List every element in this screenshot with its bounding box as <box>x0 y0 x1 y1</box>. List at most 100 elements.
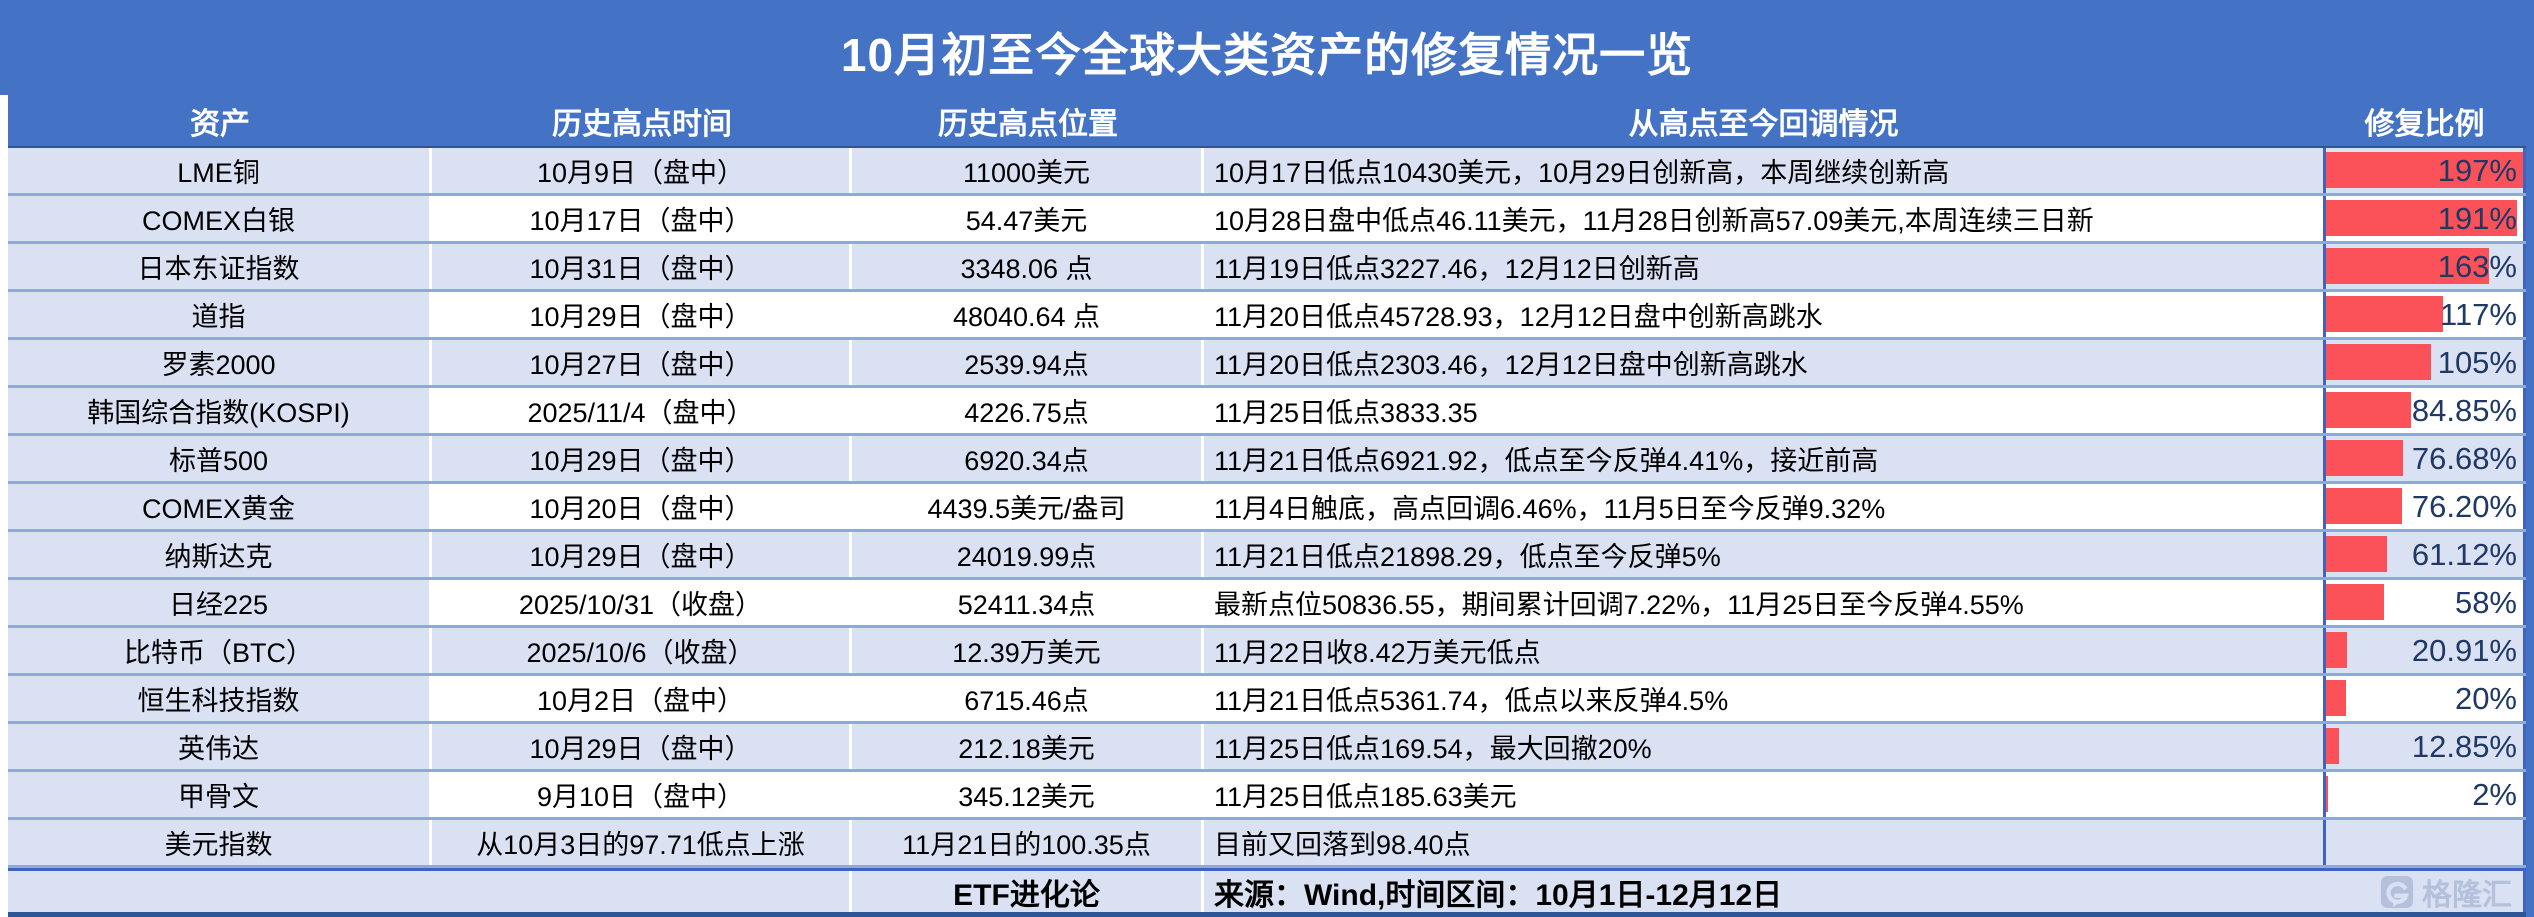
recovery-value: 61.12% <box>2411 536 2517 572</box>
asset-cell: 美元指数 <box>8 820 432 865</box>
table-row: 标普500 10月29日（盘中） 6920.34点 11月21日低点6921.9… <box>8 436 2526 484</box>
recovery-bar <box>2326 488 2403 524</box>
asset-cell: LME铜 <box>8 148 432 193</box>
bottom-border-strip <box>8 912 2526 917</box>
table-row: 甲骨文 9月10日（盘中） 345.12美元 11月25日低点185.63美元 … <box>8 772 2526 820</box>
asset-cell: 纳斯达克 <box>8 532 432 577</box>
asset-cell: 恒生科技指数 <box>8 676 432 721</box>
table-row: 罗素2000 10月27日（盘中） 2539.94点 11月20日低点2303.… <box>8 340 2526 388</box>
recovery-bar <box>2326 680 2346 716</box>
recovery-bar <box>2326 632 2347 668</box>
recovery-cell: 105% <box>2323 340 2526 385</box>
drawdown-cell: 11月25日低点3833.35 <box>1214 398 1478 428</box>
table-row: 英伟达 10月29日（盘中） 212.18美元 11月25日低点169.54，最… <box>8 724 2526 772</box>
peak-level-cell: 52411.34点 <box>852 580 1204 625</box>
peak-time-cell: 10月2日（盘中） <box>432 676 852 721</box>
asset-cell: COMEX黄金 <box>8 484 432 529</box>
peak-level-cell: 212.18美元 <box>852 724 1204 769</box>
peak-time-cell: 从10月3日的97.71低点上涨 <box>432 820 852 865</box>
recovery-value: 76.68% <box>2411 440 2517 476</box>
column-header-peak-time: 历史高点时间 <box>552 107 732 141</box>
gelonghui-logo-icon <box>2380 875 2414 908</box>
recovery-bar <box>2326 152 2523 188</box>
peak-time-cell: 10月20日（盘中） <box>432 484 852 529</box>
recovery-bar <box>2326 392 2411 428</box>
peak-level-cell: 11月21日的100.35点 <box>852 820 1204 865</box>
watermark-text: 格隆汇 <box>2422 878 2512 912</box>
page-title: 10月初至今全球大类资产的修复情况一览 <box>840 28 1694 81</box>
peak-level-cell: 345.12美元 <box>852 772 1204 817</box>
source-text: 来源：Wind,时间区间：10月1日-12月12日 <box>1214 878 1783 912</box>
recovery-cell: 117% <box>2323 292 2526 337</box>
table-row: 比特币（BTC） 2025/10/6（收盘） 12.39万美元 11月22日收8… <box>8 628 2526 676</box>
drawdown-cell: 11月22日收8.42万美元低点 <box>1204 628 2323 673</box>
drawdown-cell: 11月4日触底，高点回调6.46%，11月5日至今反弹9.32% <box>1214 494 1886 524</box>
recovery-value: 76.20% <box>2411 488 2517 524</box>
peak-level-cell: 6920.34点 <box>852 436 1204 481</box>
recovery-value: 197% <box>2437 152 2517 188</box>
drawdown-cell: 10月17日低点10430美元，10月29日创新高，本周继续创新高 <box>1204 148 2323 193</box>
drawdown-cell: 11月21日低点21898.29，低点至今反弹5% <box>1204 532 2323 577</box>
footer-source: 来源：Wind,时间区间：10月1日-12月12日 格隆汇 <box>1204 871 2526 912</box>
asset-cell: 日本东证指数 <box>8 244 432 289</box>
asset-cell: 比特币（BTC） <box>8 628 432 673</box>
footer-blank-cell <box>8 871 852 912</box>
recovery-cell: 20.91% <box>2323 628 2526 673</box>
asset-cell: 英伟达 <box>8 724 432 769</box>
drawdown-cell: 最新点位50836.55，期间累计回调7.22%，11月25日至今反弹4.55% <box>1214 590 2024 620</box>
recovery-cell: 191% <box>2323 196 2526 241</box>
peak-level-cell: 4439.5美元/盎司 <box>852 484 1204 529</box>
peak-time-cell: 2025/11/4（盘中） <box>432 388 852 433</box>
asset-cell: 日经225 <box>8 580 432 625</box>
column-header-recovery: 修复比例 <box>2364 107 2485 141</box>
recovery-cell: 2% <box>2323 772 2526 817</box>
asset-recovery-table: 资产 历史高点时间 历史高点位置 从高点至今回调情况 修复比例 LME铜 10月… <box>0 95 2526 917</box>
column-header-asset: 资产 <box>190 107 250 141</box>
peak-level-cell: 48040.64 点 <box>852 292 1204 337</box>
recovery-cell <box>2323 820 2526 865</box>
recovery-cell: 76.20% <box>2323 484 2526 529</box>
recovery-value: 105% <box>2437 344 2517 380</box>
recovery-cell: 76.68% <box>2323 436 2526 481</box>
recovery-bar <box>2326 776 2328 812</box>
table-footer-row: ETF进化论 来源：Wind,时间区间：10月1日-12月12日 格隆汇 <box>8 868 2526 912</box>
recovery-value: 117% <box>2440 296 2517 332</box>
table-row: 韩国综合指数(KOSPI) 2025/11/4（盘中） 4226.75点 11月… <box>8 388 2526 436</box>
column-header-peak-level: 历史高点位置 <box>938 107 1118 141</box>
peak-time-cell: 10月17日（盘中） <box>432 196 852 241</box>
table-body: LME铜 10月9日（盘中） 11000美元 10月17日低点10430美元，1… <box>8 148 2526 868</box>
recovery-bar <box>2326 440 2403 476</box>
peak-level-cell: 6715.46点 <box>852 676 1204 721</box>
drawdown-cell: 11月21日低点5361.74，低点以来反弹4.5% <box>1214 686 1729 716</box>
recovery-value: 163% <box>2437 248 2517 284</box>
recovery-cell: 12.85% <box>2323 724 2526 769</box>
drawdown-cell: 目前又回落到98.40点 <box>1204 820 2323 865</box>
peak-level-cell: 4226.75点 <box>852 388 1204 433</box>
peak-time-cell: 10月29日（盘中） <box>432 724 852 769</box>
table-header-row: 资产 历史高点时间 历史高点位置 从高点至今回调情况 修复比例 <box>8 95 2526 148</box>
drawdown-cell: 11月21日低点6921.92，低点至今反弹4.41%，接近前高 <box>1204 436 2323 481</box>
drawdown-cell: 11月20日低点2303.46，12月12日盘中创新高跳水 <box>1204 340 2323 385</box>
table-row: COMEX白银 10月17日（盘中） 54.47美元 10月28日盘中低点46.… <box>8 196 2526 244</box>
peak-level-cell: 3348.06 点 <box>852 244 1204 289</box>
peak-time-cell: 10月29日（盘中） <box>432 292 852 337</box>
recovery-value: 58% <box>2454 584 2517 620</box>
recovery-value: 2% <box>2472 776 2517 812</box>
table-row: 纳斯达克 10月29日（盘中） 24019.99点 11月21日低点21898.… <box>8 532 2526 580</box>
peak-time-cell: 9月10日（盘中） <box>432 772 852 817</box>
peak-time-cell: 10月9日（盘中） <box>432 148 852 193</box>
recovery-bar <box>2326 536 2388 572</box>
recovery-value: 12.85% <box>2411 728 2517 764</box>
recovery-bar <box>2326 344 2431 380</box>
recovery-cell: 197% <box>2323 148 2526 193</box>
drawdown-cell: 10月28日盘中低点46.11美元，11月28日创新高57.09美元,本周连续三… <box>1214 206 2094 236</box>
recovery-cell: 61.12% <box>2323 532 2526 577</box>
peak-time-cell: 2025/10/6（收盘） <box>432 628 852 673</box>
peak-time-cell: 2025/10/31（收盘） <box>432 580 852 625</box>
table-row: 日本东证指数 10月31日（盘中） 3348.06 点 11月19日低点3227… <box>8 244 2526 292</box>
peak-level-cell: 12.39万美元 <box>852 628 1204 673</box>
drawdown-cell: 11月20日低点45728.93，12月12日盘中创新高跳水 <box>1214 302 1823 332</box>
table-row: 日经225 2025/10/31（收盘） 52411.34点 最新点位50836… <box>8 580 2526 628</box>
peak-time-cell: 10月29日（盘中） <box>432 532 852 577</box>
watermark: 格隆汇 <box>2380 871 2512 912</box>
